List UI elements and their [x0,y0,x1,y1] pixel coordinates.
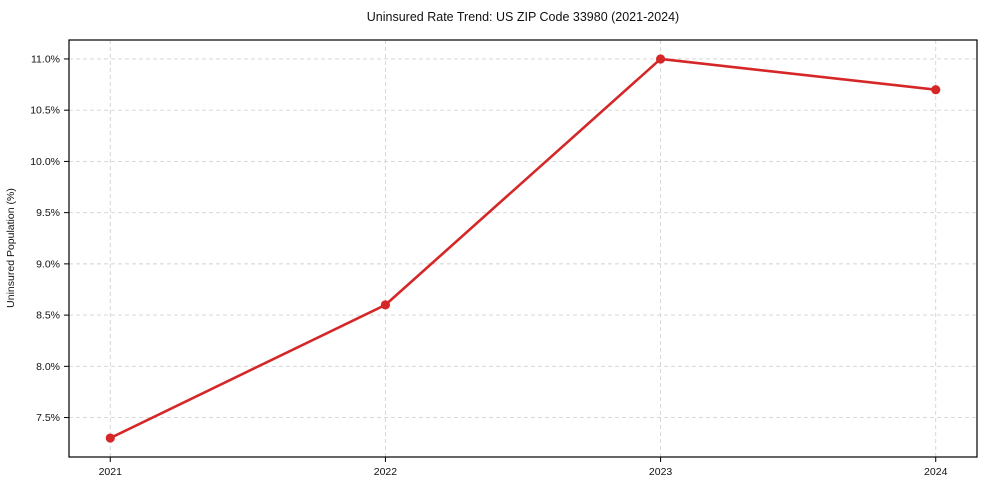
y-tick-label: 10.0% [30,156,60,168]
y-tick-label: 8.0% [36,361,60,373]
axis-layer: 7.5% 8.0% 8.5% 9.0% 9.5% 10.0% 10.5% 11.0% 2021 2… [30,39,978,478]
y-tick-label: 9.0% [36,258,60,270]
data-point [655,54,666,64]
y-tick-label: 9.5% [36,207,60,219]
trend-line [108,57,938,440]
data-point [931,85,941,95]
series-layer [105,54,941,443]
data-point [380,300,391,310]
y-tick-label: 8.5% [36,310,60,322]
data-point [105,433,115,443]
y-tick-label: 7.5% [36,412,60,424]
plot-border [68,39,978,458]
y-tick-label: 11.0% [31,53,60,65]
y-tick-label: 10.5% [30,105,60,117]
grid-layer [69,40,977,457]
x-tick-label: 2022 [374,466,398,478]
y-axis-label: Uninsured Population (%) [5,188,17,308]
x-tick-label: 2024 [924,466,948,478]
x-tick-label: 2023 [649,466,673,478]
x-tick-label: 2021 [99,466,123,478]
chart-title: Uninsured Rate Trend: US ZIP Code 33980 … [367,10,679,24]
